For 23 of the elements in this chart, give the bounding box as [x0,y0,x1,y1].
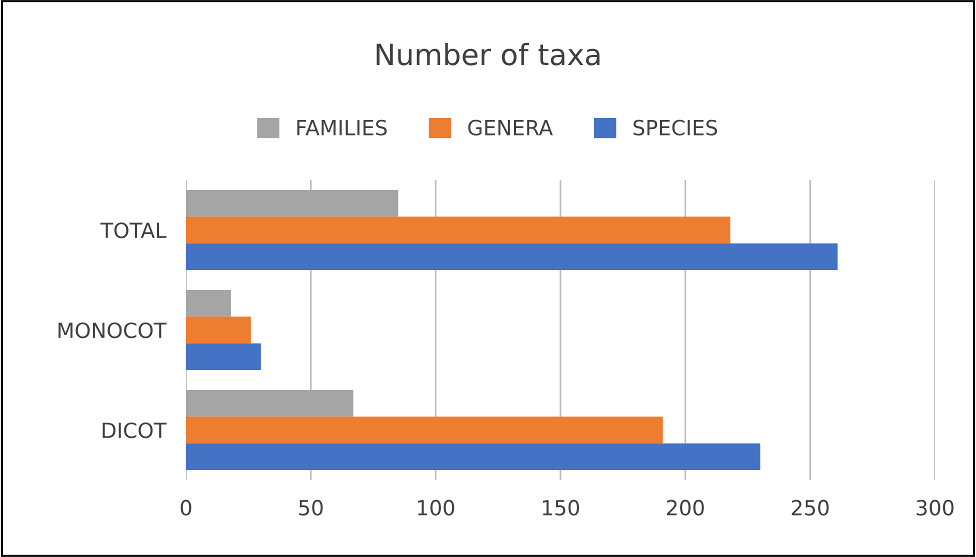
y-tick-label: TOTAL [100,222,166,238]
legend-label: FAMILIES [297,120,387,136]
bar [186,316,251,344]
x-tick-label: 200 [666,500,704,516]
y-tick-label: DICOT [102,422,167,438]
bar [186,416,663,444]
x-tick-label: 150 [542,500,579,516]
x-tick-label: 100 [418,500,454,516]
legend-label: SPECIES [634,120,718,136]
bar [186,243,838,270]
bar [186,216,730,244]
bar [186,443,760,470]
legend-label: GENERA [468,120,553,136]
x-tick-label: 300 [916,500,954,516]
bar [186,190,398,217]
bar [186,290,231,317]
x-tick-label: 0 [180,500,192,516]
x-tick-label: 250 [792,500,829,516]
chart-title: Number of taxa [376,42,600,66]
x-tick-label: 50 [299,500,323,516]
bar [186,390,354,417]
y-tick-label: MONOCOT [58,322,167,338]
bar [186,343,261,370]
